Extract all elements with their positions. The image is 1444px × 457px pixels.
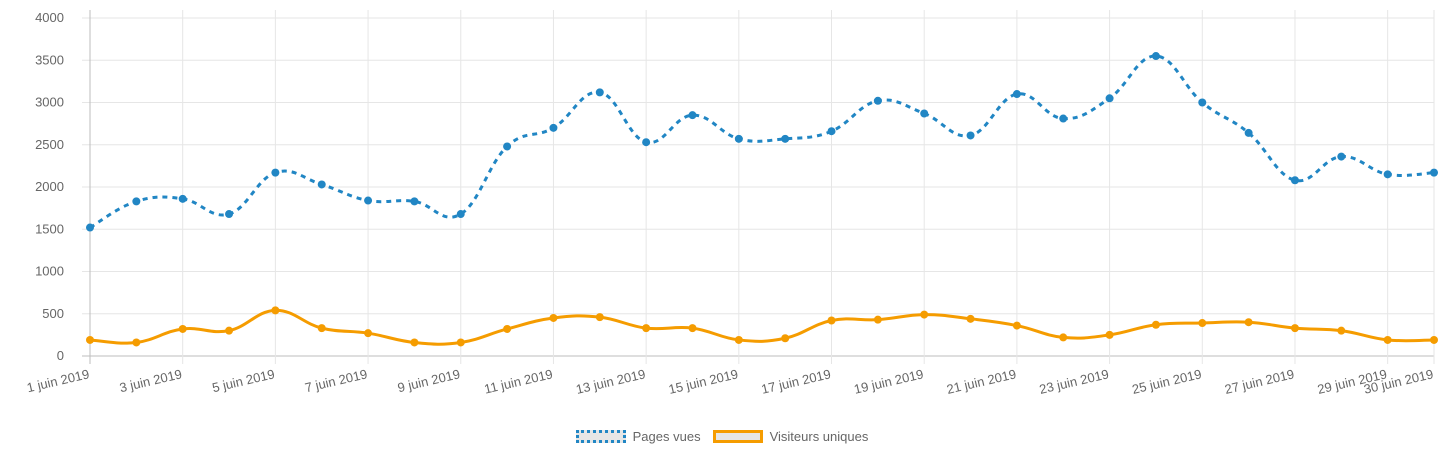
data-point-pages-vues[interactable] [271,168,280,177]
data-point-pages-vues[interactable] [410,197,419,206]
y-tick-label: 500 [42,306,64,321]
y-tick-label: 0 [57,348,64,363]
data-point-pages-vues[interactable] [1337,152,1346,161]
data-point-visiteurs-uniques[interactable] [1244,318,1253,327]
data-point-visiteurs-uniques[interactable] [132,338,141,347]
x-tick-label: 9 juin 2019 [396,366,461,395]
data-point-visiteurs-uniques[interactable] [1105,330,1114,339]
data-point-pages-vues[interactable] [1244,128,1253,137]
x-tick-label: 7 juin 2019 [303,366,368,395]
data-point-visiteurs-uniques[interactable] [920,310,929,319]
series-line-pages-vues [89,54,1435,229]
x-tick-label: 17 juin 2019 [760,366,832,397]
data-point-visiteurs-uniques[interactable] [966,314,975,323]
legend-item-visiteurs-uniques[interactable]: Visiteurs uniques [712,429,869,444]
data-point-visiteurs-uniques[interactable] [503,324,512,333]
y-tick-label: 2000 [35,179,64,194]
legend-item-pages-vues[interactable]: Pages vues [575,429,701,444]
data-point-visiteurs-uniques[interactable] [595,313,604,322]
data-point-pages-vues[interactable] [1430,168,1438,177]
data-point-visiteurs-uniques[interactable] [734,335,743,344]
legend-label-visiteurs-uniques: Visiteurs uniques [769,429,869,444]
data-point-pages-vues[interactable] [827,127,836,136]
x-tick-label: 15 juin 2019 [667,366,739,397]
data-point-visiteurs-uniques[interactable] [873,315,882,324]
legend-swatch-pages-vues [575,430,626,443]
data-point-visiteurs-uniques[interactable] [410,338,419,347]
data-point-visiteurs-uniques[interactable] [549,313,558,322]
data-point-pages-vues[interactable] [1383,170,1392,179]
y-tick-label: 2500 [35,137,64,152]
data-point-visiteurs-uniques[interactable] [456,338,465,347]
data-point-pages-vues[interactable] [688,111,697,120]
data-point-pages-vues[interactable] [1059,114,1068,123]
data-point-visiteurs-uniques[interactable] [271,306,280,315]
data-point-visiteurs-uniques[interactable] [1430,335,1438,344]
data-point-pages-vues[interactable] [781,134,790,143]
y-tick-label: 1000 [35,264,64,279]
data-point-visiteurs-uniques[interactable] [317,324,326,333]
y-tick-label: 3000 [35,95,64,110]
data-point-pages-vues[interactable] [456,210,465,219]
data-point-pages-vues[interactable] [364,196,373,205]
data-point-visiteurs-uniques[interactable] [1383,335,1392,344]
data-point-pages-vues[interactable] [920,109,929,118]
data-point-pages-vues[interactable] [317,180,326,189]
data-point-visiteurs-uniques[interactable] [1059,333,1068,342]
x-tick-label: 23 juin 2019 [1038,366,1110,397]
data-point-visiteurs-uniques[interactable] [827,316,836,325]
data-point-pages-vues[interactable] [595,88,604,97]
x-tick-label: 25 juin 2019 [1131,366,1203,397]
data-point-visiteurs-uniques[interactable] [225,326,234,335]
x-tick-label: 5 juin 2019 [211,366,276,395]
data-point-visiteurs-uniques[interactable] [1012,321,1021,330]
data-point-visiteurs-uniques[interactable] [1290,324,1299,333]
data-point-pages-vues[interactable] [1198,98,1207,107]
data-point-visiteurs-uniques[interactable] [1337,326,1346,335]
y-tick-label: 1500 [35,221,64,236]
data-point-visiteurs-uniques[interactable] [364,329,373,338]
data-point-pages-vues[interactable] [503,142,512,151]
data-point-visiteurs-uniques[interactable] [688,324,697,333]
series-line-visiteurs-uniques [89,308,1435,346]
data-point-visiteurs-uniques[interactable] [642,324,651,333]
data-point-pages-vues[interactable] [1151,52,1160,61]
data-point-pages-vues[interactable] [1012,90,1021,99]
data-point-pages-vues[interactable] [1105,94,1114,103]
x-tick-label: 27 juin 2019 [1223,366,1295,397]
x-tick-label: 13 juin 2019 [574,366,646,397]
data-point-visiteurs-uniques[interactable] [178,324,187,333]
x-tick-label: 11 juin 2019 [483,366,554,396]
data-point-pages-vues[interactable] [873,96,882,105]
chart-legend: Pages vues Visiteurs uniques [0,429,1444,444]
data-point-pages-vues[interactable] [225,210,234,219]
x-tick-label: 21 juin 2019 [945,366,1017,397]
data-point-pages-vues[interactable] [178,194,187,203]
data-point-pages-vues[interactable] [86,223,94,232]
data-point-pages-vues[interactable] [642,138,651,147]
y-tick-label: 4000 [35,10,64,25]
x-tick-label: 3 juin 2019 [118,366,183,395]
data-point-pages-vues[interactable] [734,134,743,143]
legend-swatch-visiteurs-uniques [712,430,763,443]
data-point-visiteurs-uniques[interactable] [1198,319,1207,328]
data-point-pages-vues[interactable] [1290,176,1299,185]
line-chart: 0 500 1000 1500 2000 2500 3000 3500 4000 1 juin 2… [25,10,1438,397]
data-point-pages-vues[interactable] [132,197,141,206]
data-point-visiteurs-uniques[interactable] [1151,320,1160,329]
y-tick-label: 3500 [35,52,64,67]
legend-label-pages-vues: Pages vues [632,429,701,444]
data-point-pages-vues[interactable] [966,131,975,140]
data-point-visiteurs-uniques[interactable] [86,335,94,344]
data-point-visiteurs-uniques[interactable] [781,334,790,343]
x-tick-label: 19 juin 2019 [852,366,924,397]
data-point-pages-vues[interactable] [549,123,558,132]
x-tick-label: 1 juin 2019 [25,366,90,395]
